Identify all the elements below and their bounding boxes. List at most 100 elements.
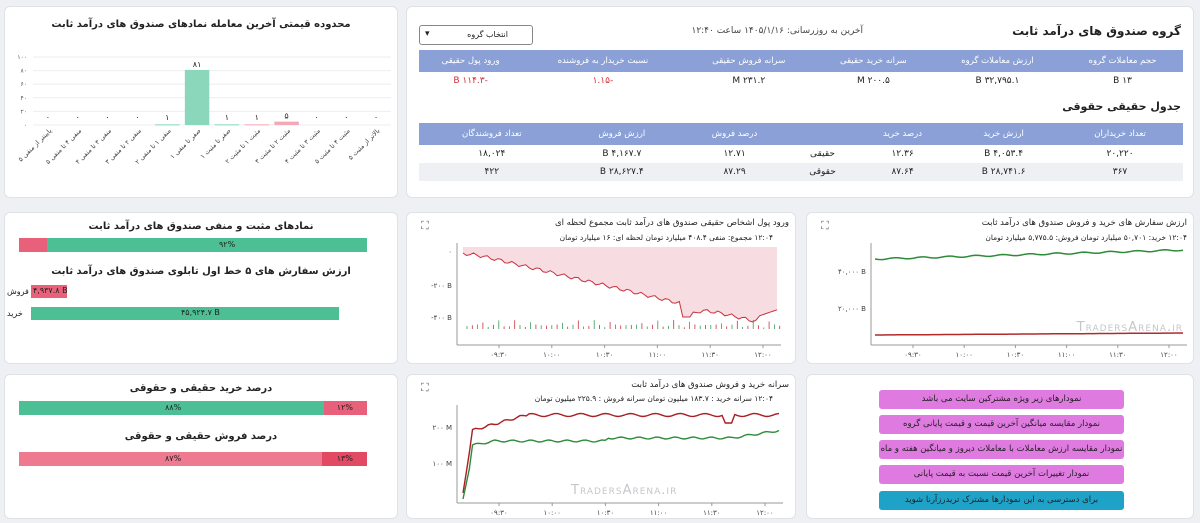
x-tick-label: ۱۱:۳۰	[1109, 351, 1126, 359]
expand-icon[interactable]: ⛶	[821, 219, 829, 232]
y-tick-label: ۰	[448, 248, 452, 256]
per-capita-subtitle: ۱۲:۰۴ سرانه خرید : ۱۸۳.۷ میلیون تومان سر…	[534, 394, 773, 403]
posneg-title: نمادهای مثبت و منفی صندوق های درآمد ثابت	[88, 221, 314, 232]
bar	[274, 121, 299, 125]
data-label: ۱	[255, 113, 259, 122]
buy-order-label: خرید	[7, 309, 23, 318]
x-tick-label: ۱۱:۰۰	[649, 351, 666, 359]
column-header: ورود پول حقیقی	[419, 50, 523, 72]
money-chart-panel: ⛶ ورود پول اشخاص حقیقی صندوق های درآمد ث…	[406, 212, 796, 364]
buy-hoghooghi-label: ۸۸%	[165, 403, 182, 412]
data-label: ۰	[46, 113, 50, 122]
group-select-label: انتخاب گروه	[467, 30, 508, 39]
table-cell: ۱۳ B	[1113, 76, 1132, 86]
sell-haghighi-segment	[322, 452, 367, 466]
buy-pct-title: درصد خرید حقیقی و حقوقی	[129, 383, 273, 394]
fund-summary-panel: گروه صندوق های درآمد ثابت آخرین به روزرس…	[406, 6, 1194, 198]
column-header: تعداد خریداران	[1057, 123, 1183, 145]
x-tick-label: ۰۹:۳۰	[490, 351, 507, 359]
sell-pct-bar: ۸۷% ۱۳%	[19, 452, 367, 466]
money-chart-subtitle: ۱۲:۰۴ مجموع: منفی ۴۰۸.۴ میلیارد تومان لح…	[559, 233, 773, 242]
positive-share-label: ۹۲%	[219, 240, 236, 249]
fund-title: گروه صندوق های درآمد ثابت	[1012, 24, 1181, 38]
subscriber-menu-panel: نمودارهای زیر ویژه مشترکین سایت می باشد …	[806, 374, 1194, 519]
subscribe-button[interactable]: برای دسترسی به این نمودارها مشترک تریدرز…	[879, 491, 1124, 510]
table-cell: ۳۶۷	[1112, 167, 1128, 177]
table-cell: ۸۷.۶۴	[891, 167, 914, 177]
x-tick-label: ۱۲:۰۰	[756, 509, 773, 517]
haghighi-title: جدول حقیقی حقوقی	[1062, 100, 1181, 113]
column-header	[790, 123, 855, 145]
y-tick-label: ۱۰۰	[17, 54, 27, 61]
x-tick-label: صفر تا منفی ۱	[169, 126, 203, 160]
buy-orders-line	[874, 249, 1184, 261]
percent-panel: درصد خرید حقیقی و حقوقی ۸۸% ۱۲% درصد فرو…	[4, 374, 398, 519]
data-label: ۰	[344, 113, 348, 122]
expand-icon[interactable]: ⛶	[421, 219, 429, 232]
bar	[184, 69, 210, 125]
x-tick-label: ۱۰:۰۰	[543, 509, 560, 517]
data-label: ۰	[76, 113, 80, 122]
orders-chart-subtitle: ۱۲:۰۴ خرید: ۵۰,۷۰۱ میلیارد تومان فروش: ۵…	[985, 233, 1187, 242]
y-tick-label: ۴۰,۰۰۰ B	[838, 268, 866, 276]
data-label: ۰	[374, 113, 378, 122]
column-header: نسبت خریدار به فروشنده	[522, 50, 684, 72]
column-header: درصد فروش	[679, 123, 791, 145]
table-cell: -۱.۱۵	[592, 76, 614, 86]
table-cell: ۴,۱۶۷.۷ B	[602, 149, 642, 159]
range-chart-panel: محدوده قیمتی آخرین معامله نمادهای صندوق …	[4, 6, 398, 198]
x-tick-label: ۱۰:۳۰	[1007, 351, 1024, 359]
buy-order-value: ۴۵,۹۲۴.۷ B	[181, 308, 220, 317]
menu-item-price-change-chart[interactable]: نمودار تغییرات آخرین قیمت نسبت به قیمت پ…	[879, 465, 1124, 484]
x-tick-label: بالاتر از مثبت ۵	[347, 127, 382, 162]
table-cell: حقیقی	[810, 149, 835, 159]
last-update: آخرین به روزرسانی: ۱۴۰۵/۱/۱۶ ساعت ۱۲:۴۰	[691, 26, 863, 36]
buy-pct-bar: ۸۸% ۱۲%	[19, 401, 367, 415]
bar	[244, 124, 269, 126]
x-tick-label: ۰۹:۳۰	[490, 509, 507, 517]
column-header: سرانه خرید حقیقی	[813, 50, 933, 72]
positive-share-bar	[46, 238, 367, 252]
per-capita-chart-panel: ⛶ سرانه خرید و فروش صندوق های درآمد ثابت…	[406, 374, 796, 519]
table-cell: ۱۲.۳۶	[891, 149, 914, 159]
table-cell: ۴۲۲	[484, 167, 500, 177]
chevron-down-icon: ▾	[425, 29, 430, 39]
table-row: ۲۰,۲۲۰ ۴,۰۵۳.۴ B ۱۲.۳۶ حقیقی ۱۲.۷۱ ۴,۱۶۷.۷ B ۱…	[419, 145, 1183, 163]
buy-haghighi-label: ۱۲%	[336, 403, 353, 412]
y-tick-label: ۲۰۰ M	[432, 424, 452, 432]
fund-table-header: حجم معاملات گروه ارزش معاملات گروه سرانه خ…	[419, 50, 1183, 72]
data-label: ۵	[284, 112, 288, 121]
watermark: TradersArena.ir	[1076, 320, 1183, 335]
per-capita-buy-line	[462, 429, 780, 500]
buy-haghighi-segment	[324, 401, 367, 415]
y-tick-label: ۰	[24, 122, 27, 129]
table-cell: ۸۷.۲۹	[723, 167, 746, 177]
sell-order-bar: ۴,۹۳۷.۸ B	[31, 285, 68, 298]
column-header: ارزش فروش	[564, 123, 680, 145]
orders-chart-title: ارزش سفارش های خرید و فروش صندوق های درآ…	[981, 218, 1187, 228]
menu-item-value-compare-chart[interactable]: نمودار مقایسه ارزش معاملات با معاملات دی…	[879, 440, 1124, 459]
table-cell: ۲۳۱.۲ M	[732, 76, 766, 86]
menu-item-avg-price-chart[interactable]: نمودار مقایسه میانگین آخرین قیمت و قیمت …	[879, 415, 1124, 434]
x-tick-label: ۱۲:۰۰	[1160, 351, 1177, 359]
data-label: ۰	[105, 113, 109, 122]
column-header: حجم معاملات گروه	[1061, 50, 1183, 72]
x-tick-label: ۱۰:۳۰	[596, 351, 613, 359]
y-tick-label: ۴۰	[21, 95, 27, 102]
column-header: ارزش معاملات گروه	[932, 50, 1062, 72]
haghighi-table: تعداد خریداران ارزش خرید درصد خرید درصد فرو…	[419, 123, 1183, 181]
per-capita-title: سرانه خرید و فروش صندوق های درآمد ثابت	[631, 380, 789, 390]
table-cell: حقوقی	[809, 167, 836, 177]
buy-order-bar: ۴۵,۹۲۴.۷ B	[31, 307, 339, 320]
y-tick-label: -۲۰۰ B	[431, 282, 452, 290]
x-tick-label: ۱۱:۰۰	[650, 509, 667, 517]
table-cell: ۲۸,۷۴۱.۶ B	[981, 167, 1026, 177]
table-cell: ۳۲,۷۹۵.۱ B	[975, 76, 1020, 86]
column-header: ارزش خرید	[950, 123, 1058, 145]
expand-icon[interactable]: ⛶	[421, 381, 429, 394]
y-tick-label: ۲۰	[21, 108, 27, 115]
haghighi-table-header: تعداد خریداران ارزش خرید درصد خرید درصد فرو…	[419, 123, 1183, 145]
table-cell: -۱۱۴.۳ B	[453, 76, 488, 86]
per-capita-chart: ۲۰۰ M ۱۰۰ M ۰۹:۳۰ ۱۰:۰۰ ۱۰:۳۰ ۱۱:۰۰ ۱۱:۳۰ ۱۲:۰۰	[432, 405, 783, 517]
group-select[interactable]: انتخاب گروه ▾	[419, 25, 533, 45]
